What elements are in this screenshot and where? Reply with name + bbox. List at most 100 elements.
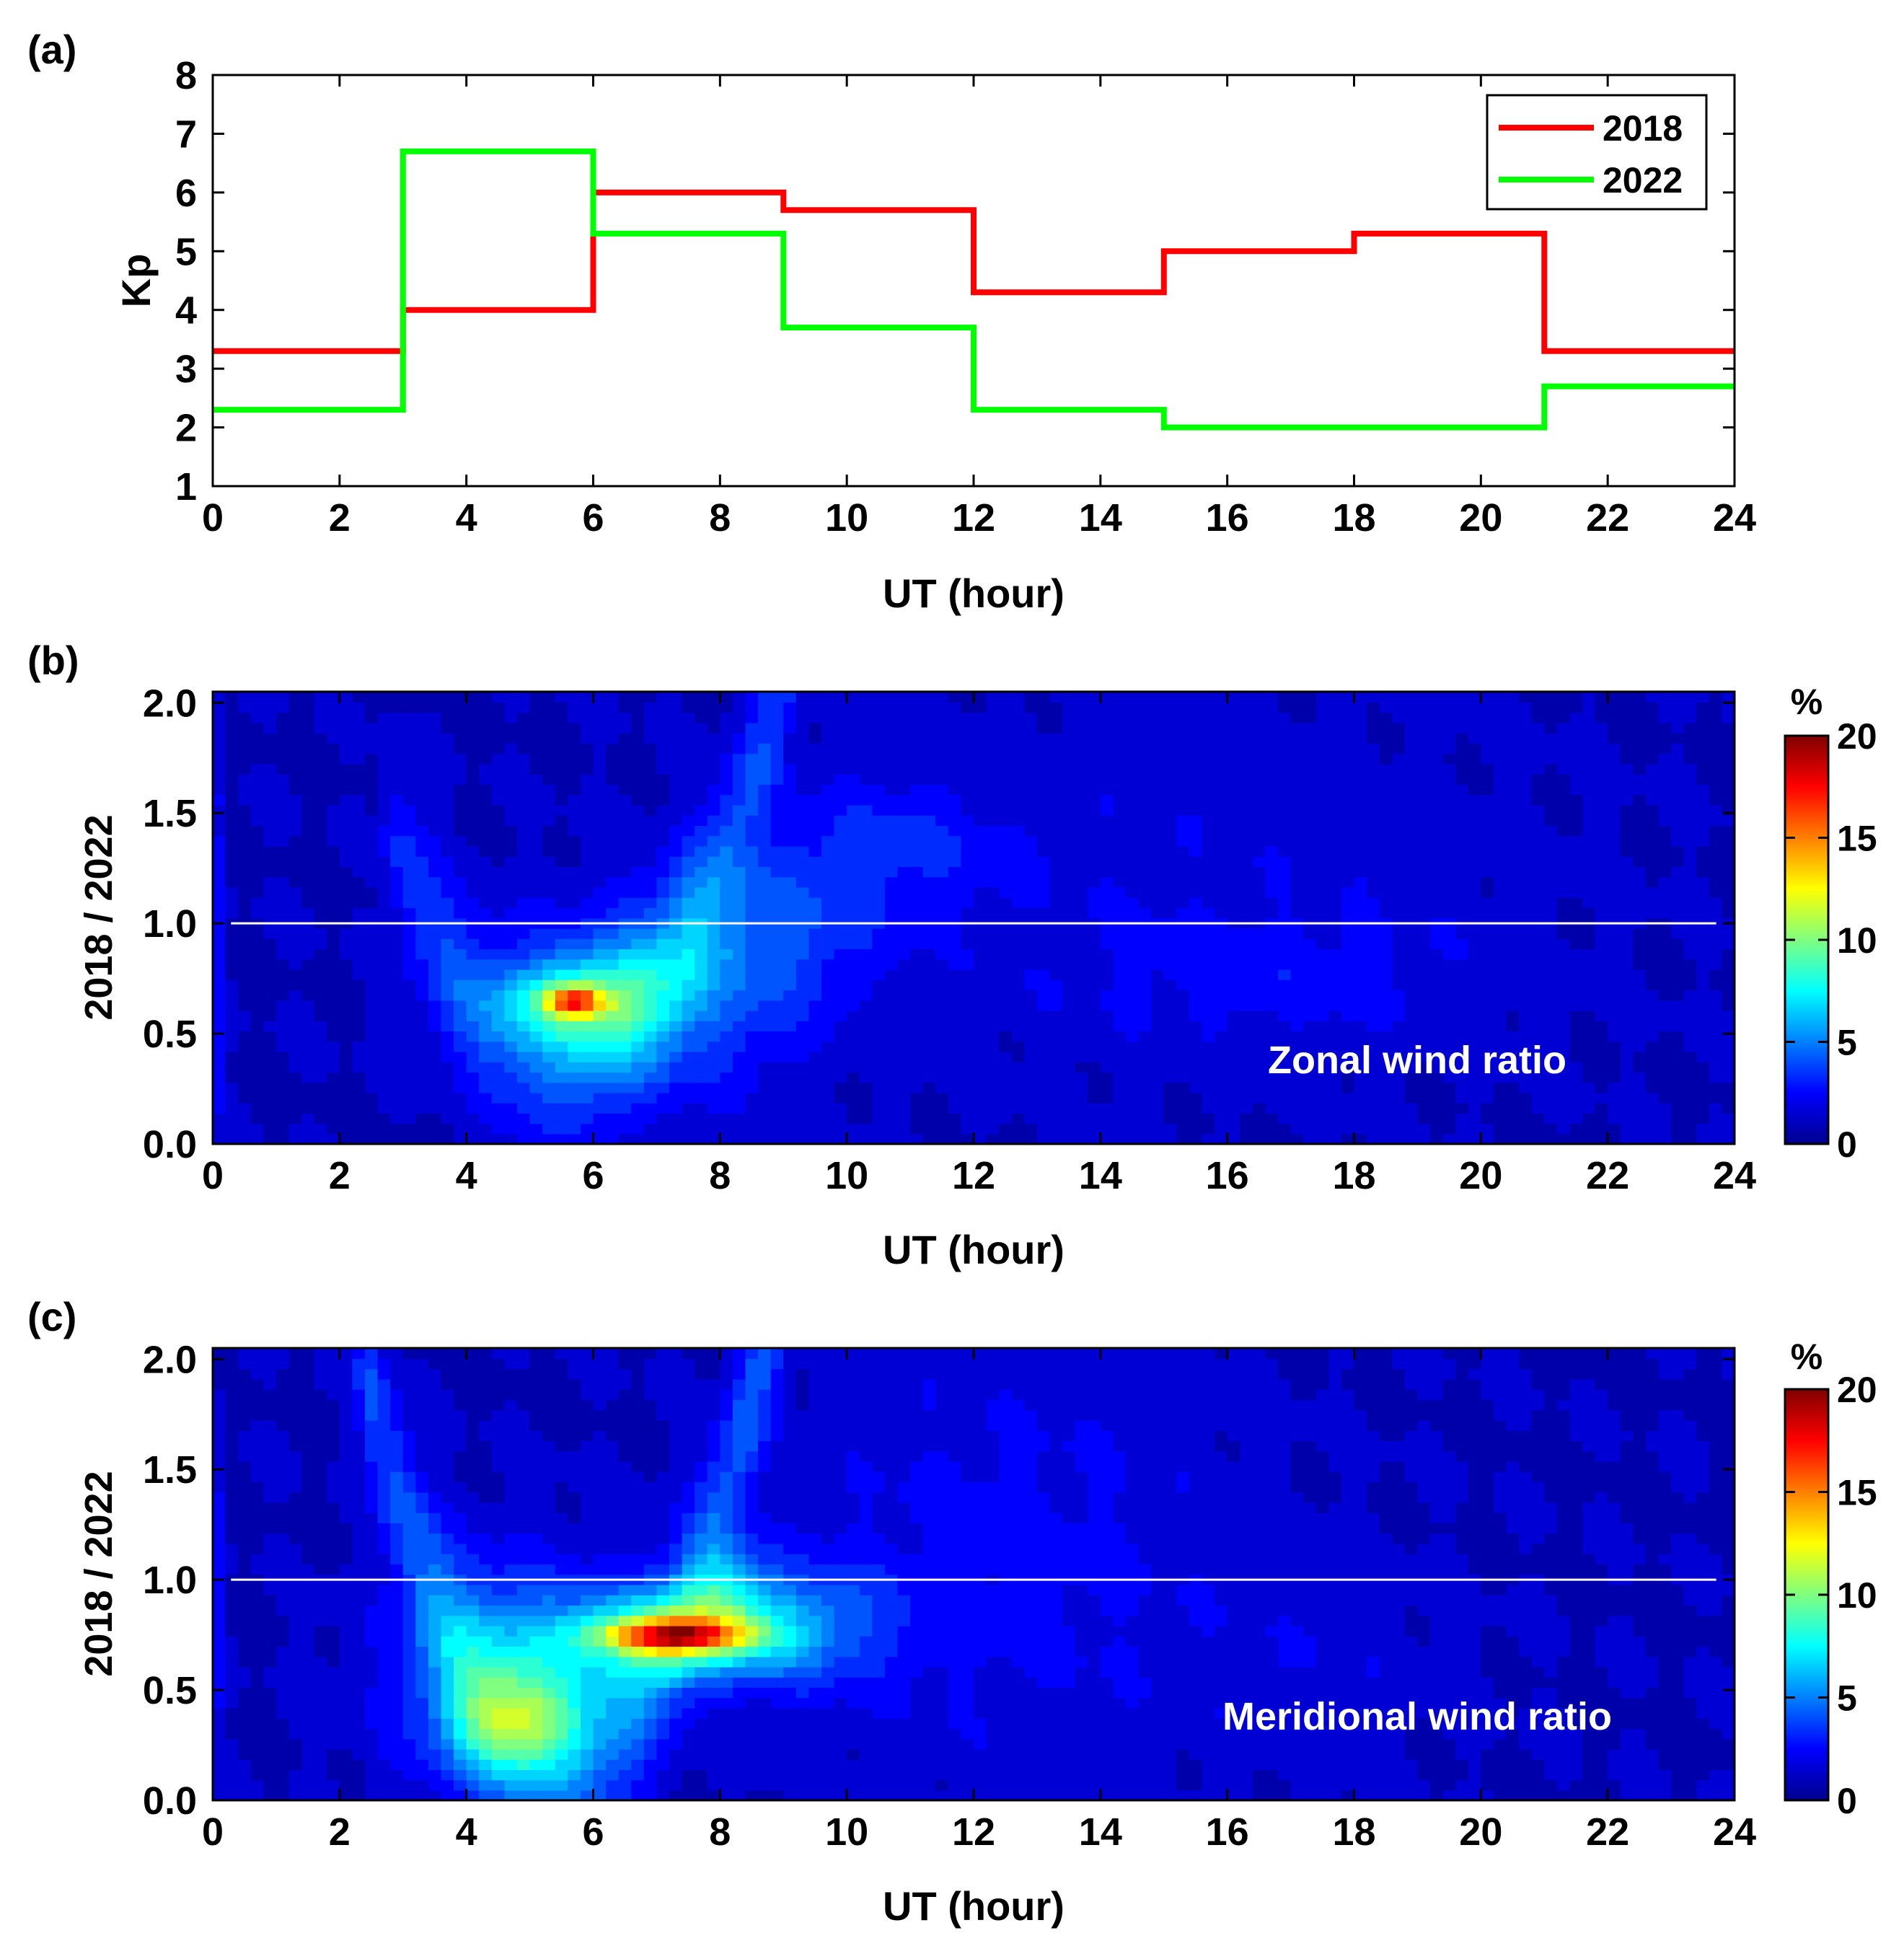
heatmap-cell (1455, 784, 1469, 796)
heatmap-cell (872, 1041, 886, 1052)
heatmap-cell (1328, 959, 1342, 970)
heatmap-cell (935, 743, 949, 754)
heatmap-cell (795, 835, 810, 847)
heatmap-cell (1379, 1041, 1393, 1052)
heatmap-cell (568, 990, 581, 1001)
heatmap-cell (402, 1062, 417, 1073)
heatmap-cell (1379, 845, 1393, 857)
heatmap-cell (580, 763, 594, 775)
heatmap-cell (491, 743, 506, 754)
heatmap-cell (1595, 753, 1608, 765)
heatmap-cell (1138, 743, 1152, 754)
heatmap-cell (1556, 692, 1571, 703)
heatmap-cell (1493, 825, 1507, 837)
heatmap-cell (834, 763, 847, 775)
heatmap-cell (745, 835, 759, 847)
heatmap-cell (568, 1133, 581, 1145)
heatmap-cell (390, 1000, 404, 1011)
heatmap-cell (402, 1041, 417, 1052)
heatmap-cell (1556, 948, 1571, 960)
heatmap-cell (1595, 1000, 1608, 1011)
heatmap-cell (1315, 692, 1330, 703)
heatmap-cell (606, 1113, 620, 1124)
heatmap-cell (884, 733, 899, 744)
heatmap-cell (415, 733, 429, 744)
heatmap-cell (1075, 1082, 1089, 1093)
heatmap-cell (1506, 733, 1520, 744)
heatmap-cell (466, 804, 480, 816)
heatmap-cell (1468, 1041, 1482, 1052)
heatmap-cell (213, 845, 226, 857)
heatmap-cell (213, 990, 226, 1001)
heatmap-cell (1227, 886, 1241, 898)
heatmap-cell (974, 1031, 987, 1042)
heatmap-cell (1595, 702, 1608, 713)
heatmap-cell (669, 1113, 683, 1124)
heatmap-cell (1315, 804, 1330, 816)
heatmap-cell (847, 938, 860, 950)
heatmap-cell (821, 692, 835, 703)
heatmap-cell (314, 1051, 328, 1062)
heatmap-cell (1036, 907, 1051, 919)
heatmap-cell (1442, 753, 1456, 765)
heatmap-cell (263, 1051, 277, 1062)
heatmap-cell (555, 886, 569, 898)
heatmap-cell (1303, 1082, 1317, 1093)
heatmap-cell (1088, 928, 1101, 939)
heatmap-cell (1417, 1041, 1431, 1052)
heatmap-cell (1367, 1062, 1380, 1073)
heatmap-cell (1442, 1113, 1456, 1124)
heatmap-cell (770, 784, 785, 796)
heatmap-cell (821, 1113, 835, 1124)
heatmap-cell (288, 1082, 302, 1093)
heatmap-cell (656, 928, 670, 939)
heatmap-cell (1227, 897, 1241, 909)
heatmap-cell (365, 1041, 379, 1052)
heatmap-cell (1595, 990, 1608, 1001)
heatmap-cell (1176, 1133, 1190, 1145)
heatmap-cell (504, 1123, 518, 1135)
heatmap-cell (948, 753, 962, 765)
heatmap-cell (428, 1133, 442, 1145)
heatmap-cell (910, 969, 924, 980)
heatmap-cell (1088, 1103, 1101, 1114)
heatmap-cell (517, 702, 531, 713)
heatmap-cell (1442, 886, 1456, 898)
heatmap-cell (479, 835, 493, 847)
y-tick-label: 3 (175, 348, 197, 391)
heatmap-cell (1202, 990, 1215, 1001)
heatmap-cell (669, 1082, 683, 1093)
heatmap-cell (504, 1000, 518, 1011)
heatmap-cell (808, 886, 822, 898)
heatmap-cell (327, 825, 340, 837)
heatmap-cell (1100, 804, 1114, 816)
heatmap-cell (1430, 938, 1444, 950)
heatmap-cell (466, 1051, 480, 1062)
heatmap-cell (682, 702, 695, 713)
heatmap-cell (504, 938, 518, 950)
heatmap-cell (707, 897, 721, 909)
heatmap-cell (250, 794, 265, 806)
heatmap-cell (1481, 1021, 1494, 1032)
heatmap-cell (682, 928, 695, 939)
heatmap-cell (542, 866, 556, 878)
heatmap-cell (1278, 959, 1292, 970)
heatmap-cell (910, 907, 924, 919)
heatmap-cell (1138, 1062, 1152, 1073)
heatmap-cell (466, 1000, 480, 1011)
heatmap-cell (1176, 990, 1190, 1001)
heatmap-cell (1544, 784, 1558, 796)
heatmap-cell (1163, 1062, 1178, 1073)
heatmap-cell (504, 1072, 518, 1083)
heatmap-cell (1519, 835, 1533, 847)
heatmap-cell (568, 938, 581, 950)
heatmap-cell (301, 979, 315, 991)
heatmap-cell (1341, 959, 1355, 970)
heatmap-cell (504, 835, 518, 847)
heatmap-cell (314, 835, 328, 847)
heatmap-cell (935, 907, 949, 919)
heatmap-cell (1151, 835, 1165, 847)
heatmap-cell (884, 1031, 899, 1042)
heatmap-cell (213, 712, 226, 723)
heatmap-cell (1126, 1123, 1140, 1135)
